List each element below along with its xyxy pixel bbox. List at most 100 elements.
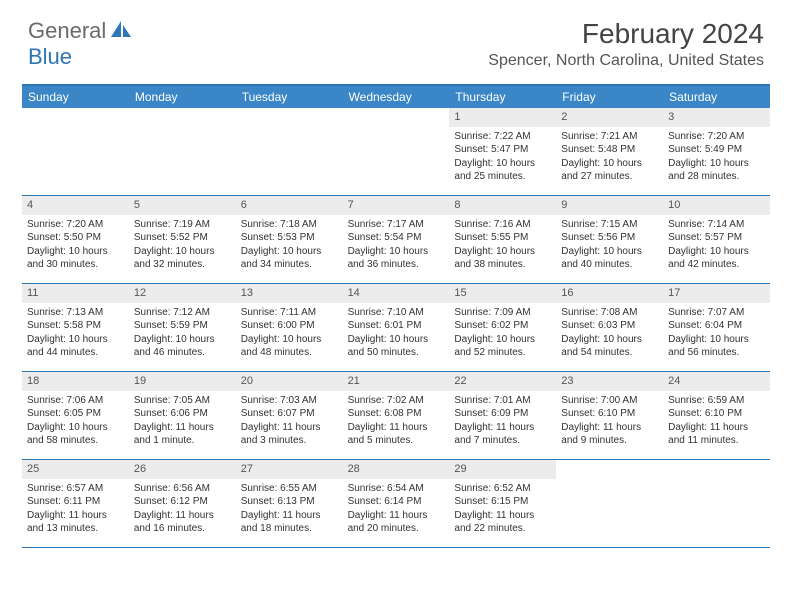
day-line: and 16 minutes. [134, 522, 231, 536]
day-body: Sunrise: 6:54 AMSunset: 6:14 PMDaylight:… [343, 479, 450, 541]
empty-day-cell [236, 108, 343, 195]
day-line: Sunset: 6:00 PM [241, 319, 338, 333]
day-body: Sunrise: 7:10 AMSunset: 6:01 PMDaylight:… [343, 303, 450, 365]
day-line: Sunset: 6:04 PM [668, 319, 765, 333]
day-line: Daylight: 11 hours [241, 509, 338, 523]
day-line: Sunset: 6:12 PM [134, 495, 231, 509]
day-body: Sunrise: 7:20 AMSunset: 5:50 PMDaylight:… [22, 215, 129, 277]
day-number: 2 [556, 108, 663, 127]
day-line: and 13 minutes. [27, 522, 124, 536]
day-line: Sunset: 5:53 PM [241, 231, 338, 245]
week-row: 1Sunrise: 7:22 AMSunset: 5:47 PMDaylight… [22, 108, 770, 196]
day-cell: 26Sunrise: 6:56 AMSunset: 6:12 PMDayligh… [129, 460, 236, 547]
day-line: Sunrise: 7:05 AM [134, 394, 231, 408]
empty-day-cell [556, 460, 663, 547]
day-cell: 6Sunrise: 7:18 AMSunset: 5:53 PMDaylight… [236, 196, 343, 283]
day-cell: 22Sunrise: 7:01 AMSunset: 6:09 PMDayligh… [449, 372, 556, 459]
day-line: Sunrise: 7:20 AM [27, 218, 124, 232]
day-line: Sunrise: 7:10 AM [348, 306, 445, 320]
day-line: Sunset: 5:50 PM [27, 231, 124, 245]
day-line: Sunrise: 7:11 AM [241, 306, 338, 320]
day-line: Daylight: 10 hours [348, 245, 445, 259]
day-line: Daylight: 10 hours [134, 245, 231, 259]
day-line: Daylight: 10 hours [561, 245, 658, 259]
day-line: Daylight: 10 hours [27, 421, 124, 435]
day-cell: 4Sunrise: 7:20 AMSunset: 5:50 PMDaylight… [22, 196, 129, 283]
day-number: 13 [236, 284, 343, 303]
day-line: Sunrise: 7:02 AM [348, 394, 445, 408]
day-body: Sunrise: 7:07 AMSunset: 6:04 PMDaylight:… [663, 303, 770, 365]
day-body: Sunrise: 6:57 AMSunset: 6:11 PMDaylight:… [22, 479, 129, 541]
day-number: 19 [129, 372, 236, 391]
day-line: Daylight: 10 hours [668, 245, 765, 259]
day-line: and 52 minutes. [454, 346, 551, 360]
day-line: Sunset: 6:02 PM [454, 319, 551, 333]
day-line: Sunrise: 7:06 AM [27, 394, 124, 408]
day-line: Sunrise: 6:57 AM [27, 482, 124, 496]
day-body: Sunrise: 7:06 AMSunset: 6:05 PMDaylight:… [22, 391, 129, 453]
day-cell: 29Sunrise: 6:52 AMSunset: 6:15 PMDayligh… [449, 460, 556, 547]
day-line: Daylight: 11 hours [27, 509, 124, 523]
day-line: and 9 minutes. [561, 434, 658, 448]
day-cell: 18Sunrise: 7:06 AMSunset: 6:05 PMDayligh… [22, 372, 129, 459]
location: Spencer, North Carolina, United States [488, 52, 764, 70]
day-cell: 12Sunrise: 7:12 AMSunset: 5:59 PMDayligh… [129, 284, 236, 371]
day-number: 9 [556, 196, 663, 215]
day-cell: 5Sunrise: 7:19 AMSunset: 5:52 PMDaylight… [129, 196, 236, 283]
day-line: Daylight: 11 hours [241, 421, 338, 435]
day-line: Sunrise: 7:01 AM [454, 394, 551, 408]
day-line: Sunrise: 7:20 AM [668, 130, 765, 144]
day-line: Sunrise: 7:12 AM [134, 306, 231, 320]
day-line: Daylight: 10 hours [241, 333, 338, 347]
day-cell: 28Sunrise: 6:54 AMSunset: 6:14 PMDayligh… [343, 460, 450, 547]
day-number: 18 [22, 372, 129, 391]
day-line: and 18 minutes. [241, 522, 338, 536]
day-line: Sunrise: 7:03 AM [241, 394, 338, 408]
logo-sail-icon [110, 20, 132, 43]
day-number: 14 [343, 284, 450, 303]
day-number: 23 [556, 372, 663, 391]
day-body: Sunrise: 6:55 AMSunset: 6:13 PMDaylight:… [236, 479, 343, 541]
day-line: Sunrise: 7:18 AM [241, 218, 338, 232]
day-line: Daylight: 10 hours [668, 333, 765, 347]
day-number: 26 [129, 460, 236, 479]
day-cell: 11Sunrise: 7:13 AMSunset: 5:58 PMDayligh… [22, 284, 129, 371]
month-title: February 2024 [488, 18, 764, 50]
day-line: Sunrise: 7:14 AM [668, 218, 765, 232]
day-line: Daylight: 10 hours [454, 157, 551, 171]
day-line: Sunrise: 7:21 AM [561, 130, 658, 144]
day-body: Sunrise: 7:17 AMSunset: 5:54 PMDaylight:… [343, 215, 450, 277]
day-line: and 1 minute. [134, 434, 231, 448]
day-cell: 15Sunrise: 7:09 AMSunset: 6:02 PMDayligh… [449, 284, 556, 371]
day-body: Sunrise: 7:02 AMSunset: 6:08 PMDaylight:… [343, 391, 450, 453]
day-line: Sunrise: 7:19 AM [134, 218, 231, 232]
day-cell: 21Sunrise: 7:02 AMSunset: 6:08 PMDayligh… [343, 372, 450, 459]
day-cell: 20Sunrise: 7:03 AMSunset: 6:07 PMDayligh… [236, 372, 343, 459]
day-cell: 14Sunrise: 7:10 AMSunset: 6:01 PMDayligh… [343, 284, 450, 371]
week-row: 18Sunrise: 7:06 AMSunset: 6:05 PMDayligh… [22, 372, 770, 460]
weekday-header: Wednesday [343, 86, 450, 108]
day-cell: 8Sunrise: 7:16 AMSunset: 5:55 PMDaylight… [449, 196, 556, 283]
day-number: 7 [343, 196, 450, 215]
logo-text-general: General [28, 18, 106, 44]
day-body: Sunrise: 7:13 AMSunset: 5:58 PMDaylight:… [22, 303, 129, 365]
day-number: 25 [22, 460, 129, 479]
day-line: and 56 minutes. [668, 346, 765, 360]
day-line: Daylight: 10 hours [27, 333, 124, 347]
day-body: Sunrise: 7:21 AMSunset: 5:48 PMDaylight:… [556, 127, 663, 189]
day-line: Daylight: 10 hours [134, 333, 231, 347]
day-line: Daylight: 10 hours [561, 157, 658, 171]
day-cell: 24Sunrise: 6:59 AMSunset: 6:10 PMDayligh… [663, 372, 770, 459]
day-line: Daylight: 11 hours [454, 421, 551, 435]
day-line: and 11 minutes. [668, 434, 765, 448]
day-line: Sunset: 6:03 PM [561, 319, 658, 333]
day-line: Sunrise: 7:08 AM [561, 306, 658, 320]
empty-day-cell [129, 108, 236, 195]
day-line: Sunset: 5:59 PM [134, 319, 231, 333]
day-line: and 58 minutes. [27, 434, 124, 448]
day-body: Sunrise: 7:14 AMSunset: 5:57 PMDaylight:… [663, 215, 770, 277]
day-line: and 40 minutes. [561, 258, 658, 272]
day-line: and 7 minutes. [454, 434, 551, 448]
day-line: and 30 minutes. [27, 258, 124, 272]
day-line: and 28 minutes. [668, 170, 765, 184]
